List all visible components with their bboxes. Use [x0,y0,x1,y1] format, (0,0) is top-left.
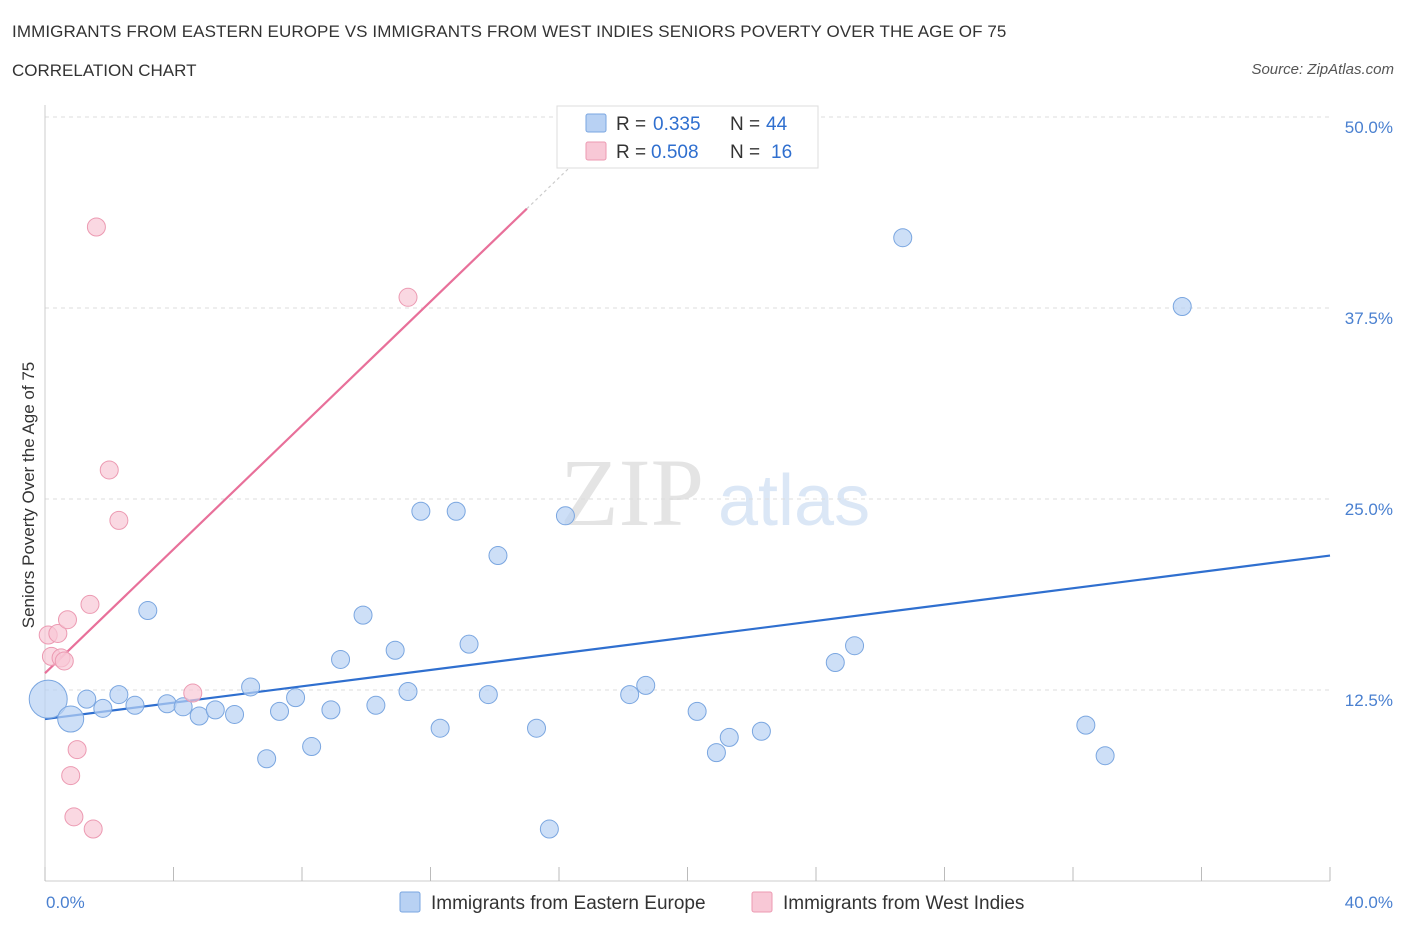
point-west-indies-14 [183,683,203,703]
y-tick-label-3: 50.0% [1345,118,1393,137]
point-eastern-europe-23 [411,501,431,521]
y-tick-label-0: 12.5% [1345,691,1393,710]
point-eastern-europe-20 [366,695,386,715]
legend-n-label-2: N = [730,142,760,163]
legend-n-value-2: 16 [771,142,792,163]
y-axis-title: Seniors Poverty Over the Age of 75 [19,362,38,628]
chart-title: IMMIGRANTS FROM EASTERN EUROPE VS IMMIGR… [12,22,1007,41]
point-eastern-europe-33 [636,675,656,695]
point-west-indies-15 [398,287,418,307]
source-label: Source: ZipAtlas.com [1251,61,1394,78]
bottom-legend-label-2: Immigrants from West Indies [783,893,1024,914]
axes [44,105,1331,882]
point-eastern-europe-10 [205,700,225,720]
legend-r-value-1: 0.335 [653,114,701,135]
point-eastern-europe-24 [430,718,450,738]
point-eastern-europe-39 [845,636,865,656]
bottom-legend-label-1: Immigrants from Eastern Europe [431,893,706,914]
point-west-indies-11 [86,217,106,237]
y-tick-label-1: 25.0% [1345,500,1393,519]
point-eastern-europe-41 [1076,715,1096,735]
point-eastern-europe-5 [125,695,145,715]
point-west-indies-7 [64,807,84,827]
point-eastern-europe-27 [478,685,498,705]
x-tick-label-1: 40.0% [1345,893,1393,912]
point-eastern-europe-43 [1172,296,1192,316]
point-eastern-europe-2 [77,689,97,709]
point-west-indies-6 [61,766,81,786]
point-eastern-europe-6 [138,601,158,621]
point-eastern-europe-4 [109,685,129,705]
point-west-indies-4 [54,651,74,671]
point-eastern-europe-14 [270,701,290,721]
tick-labels: 12.5% 25.0% 37.5% 50.0% 0.0% 40.0% [46,118,1393,912]
point-eastern-europe-34 [687,701,707,721]
trend-lines [44,167,1331,721]
gridlines [45,116,1330,691]
legend-r-label-2: R = [616,142,646,163]
point-eastern-europe-8 [173,697,193,717]
point-eastern-europe-7 [157,694,177,714]
point-eastern-europe-18 [331,649,351,669]
watermark-atlas: atlas [718,461,870,541]
point-west-indies-8 [67,740,87,760]
point-eastern-europe-21 [385,640,405,660]
chart-subtitle: CORRELATION CHART [12,61,197,80]
bottom-legend: Immigrants from Eastern Europe Immigrant… [399,891,1024,914]
legend-swatch-blue [585,113,607,133]
legend-r-label-1: R = [616,114,646,135]
point-eastern-europe-17 [321,700,341,720]
point-west-indies-9 [80,594,100,614]
point-west-indies-10 [83,819,103,839]
point-eastern-europe-28 [488,546,508,566]
data-points [28,217,1192,839]
trend-line-extension-west-indies [526,167,570,210]
y-tick-label-2: 37.5% [1345,309,1393,328]
point-eastern-europe-16 [302,737,322,757]
point-eastern-europe-12 [241,677,261,697]
point-eastern-europe-1 [57,705,85,733]
x-tick-label-0: 0.0% [46,893,85,912]
point-eastern-europe-15 [286,688,306,708]
point-eastern-europe-42 [1095,746,1115,766]
trend-line-west-indies [44,207,528,674]
point-eastern-europe-26 [459,634,479,654]
point-west-indies-12 [99,460,119,480]
point-west-indies-13 [109,510,129,530]
legend-box: R = 0.335 N = 44 R = 0.508 N = 16 [556,105,819,169]
legend-n-label-1: N = [730,114,760,135]
point-eastern-europe-38 [825,652,845,672]
watermark-zip: ZIP [560,439,704,546]
point-eastern-europe-13 [257,749,277,769]
point-eastern-europe-19 [353,605,373,625]
point-eastern-europe-29 [527,718,547,738]
point-eastern-europe-25 [446,501,466,521]
point-eastern-europe-37 [751,721,771,741]
point-eastern-europe-3 [93,698,113,718]
bottom-legend-swatch-blue [399,891,421,913]
point-eastern-europe-9 [189,706,209,726]
legend-n-value-1: 44 [766,114,788,135]
point-eastern-europe-31 [555,506,575,526]
point-eastern-europe-11 [225,704,245,724]
bottom-legend-swatch-pink [751,891,773,913]
point-west-indies-5 [57,610,77,630]
point-eastern-europe-0 [28,679,68,719]
point-west-indies-2 [48,623,68,643]
point-eastern-europe-22 [398,682,418,702]
point-eastern-europe-40 [893,228,913,248]
legend-swatch-pink [585,141,607,161]
point-eastern-europe-35 [706,743,726,763]
legend-r-value-2: 0.508 [651,142,699,163]
point-eastern-europe-30 [539,819,559,839]
point-eastern-europe-36 [719,727,739,747]
trend-line-eastern-europe [44,554,1331,721]
point-eastern-europe-32 [620,685,640,705]
